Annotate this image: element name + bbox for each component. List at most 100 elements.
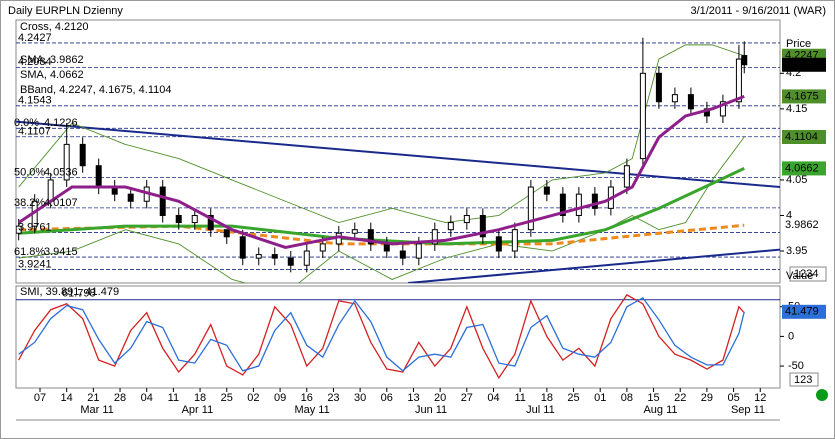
- candle-body: [655, 72, 662, 103]
- status-dot: [816, 389, 828, 401]
- smi-line: [18, 297, 745, 372]
- candle-body: [543, 186, 550, 195]
- value-label: 4.1104: [785, 131, 818, 143]
- x-tick-label: 14: [61, 392, 73, 404]
- candle-body: [479, 214, 486, 238]
- candle-body: [431, 229, 438, 245]
- candle-body: [639, 72, 646, 160]
- x-tick-label: 06: [381, 392, 393, 404]
- x-tick-label: 20: [434, 392, 446, 404]
- x-tick-label: 05: [727, 392, 739, 404]
- candle-body: [127, 193, 134, 202]
- value-box: [782, 161, 826, 176]
- main-panel: [15, 19, 781, 284]
- x-tick-label: 21: [87, 392, 99, 404]
- x-tick-label: 02: [247, 392, 259, 404]
- x-tick-label: 01: [594, 392, 606, 404]
- x-tick-label: 18: [541, 392, 553, 404]
- x-tick-label: 08: [621, 392, 633, 404]
- x-tick-label: 09: [274, 392, 286, 404]
- x-tick-label: 04: [141, 392, 153, 404]
- x-tick-label: 27: [461, 392, 473, 404]
- value-label: 41.479: [785, 306, 819, 318]
- legend-entry: SMA, 3.9862: [20, 54, 84, 66]
- candle-body: [575, 193, 582, 216]
- candle-body: [351, 229, 358, 234]
- candle-body: [687, 94, 694, 110]
- x-tick-label: 07: [34, 392, 46, 404]
- candle-body: [16, 225, 22, 234]
- main-plot: [16, 37, 780, 283]
- value-box: [782, 218, 826, 233]
- chart-subtitle: 3/1/2011 - 9/16/2011 (WAR): [690, 5, 826, 17]
- candle-body: [527, 186, 534, 231]
- x-tick-label: 13: [407, 392, 419, 404]
- corner-label: 123: [794, 374, 812, 386]
- y-tick-label: 4: [786, 209, 792, 221]
- value-label: 4.0662: [785, 162, 819, 174]
- candle-body: [415, 243, 422, 259]
- fib-label: 4.2427: [18, 32, 52, 44]
- legend-entry: Cross, 4.2120: [20, 21, 88, 33]
- candle-body: [79, 143, 86, 167]
- x-tick-label: 11: [514, 392, 525, 404]
- month-label: Apr 11: [182, 404, 214, 416]
- candle-body: [671, 94, 678, 103]
- fib-pct: 61.8%: [14, 246, 45, 258]
- x-tick-label: 29: [701, 392, 713, 404]
- fib-label: 4.1543: [18, 95, 52, 107]
- x-tick-label: 15: [647, 392, 659, 404]
- candle-body: [303, 250, 310, 266]
- y-tick-label: 4.05: [786, 174, 807, 186]
- value-label: 4.212: [785, 59, 813, 71]
- legend-entry: BBand, 4.2247, 4.1675, 4.1104: [20, 84, 171, 96]
- month-label: Aug 11: [643, 404, 677, 416]
- x-tick-label: 18: [194, 392, 206, 404]
- x-tick-label: 22: [674, 392, 686, 404]
- candle-body: [175, 214, 182, 224]
- x-tick-label: 25: [567, 392, 579, 404]
- value-label: 3.9862: [785, 219, 819, 231]
- x-tick-label: 11: [168, 392, 179, 404]
- y-tick-label: 3.95: [786, 245, 807, 257]
- fib-pct: 50.0%: [14, 166, 45, 178]
- chart-title: Daily EURPLN Dzienny: [8, 5, 123, 17]
- candle-body: [735, 58, 742, 103]
- candle-body: [223, 229, 230, 238]
- candle-body: [495, 236, 502, 252]
- bband-middle: [17, 95, 745, 250]
- x-tick-label: 16: [301, 392, 313, 404]
- candle-body: [367, 229, 374, 245]
- x-tick-label: 28: [114, 392, 126, 404]
- corner-box: [789, 266, 827, 282]
- panel-title: SMI, 39.891, 41.479: [20, 286, 119, 298]
- candle-body: [511, 229, 518, 252]
- month-label: May 11: [294, 404, 329, 416]
- legend-entry: SMA, 4.0662: [20, 69, 84, 81]
- value-box: [782, 89, 826, 104]
- candle-body: [159, 186, 166, 216]
- trendline: [408, 248, 780, 283]
- x-tick-label: 25: [221, 392, 233, 404]
- candle-body: [63, 143, 70, 181]
- fib-pct: 38.2%: [14, 197, 45, 209]
- corner-box: [789, 372, 819, 387]
- value-box: [782, 57, 826, 72]
- candle-body: [741, 55, 748, 66]
- candle-body: [463, 214, 470, 224]
- candle-body: [255, 254, 262, 259]
- trendline: [16, 120, 780, 189]
- candle-body: [191, 214, 198, 224]
- candle-body: [383, 243, 390, 252]
- candle-body: [95, 165, 102, 188]
- bband-lower: [18, 136, 745, 283]
- y-tick-label: 4.15: [786, 103, 807, 115]
- x-tick-label: 23: [327, 392, 339, 404]
- x-tick-label: 30: [354, 392, 366, 404]
- candle-body: [399, 250, 406, 259]
- x-tick-label: 04: [487, 392, 499, 404]
- month-label: Sep 11: [731, 404, 765, 416]
- month-label: Mar 11: [80, 404, 113, 416]
